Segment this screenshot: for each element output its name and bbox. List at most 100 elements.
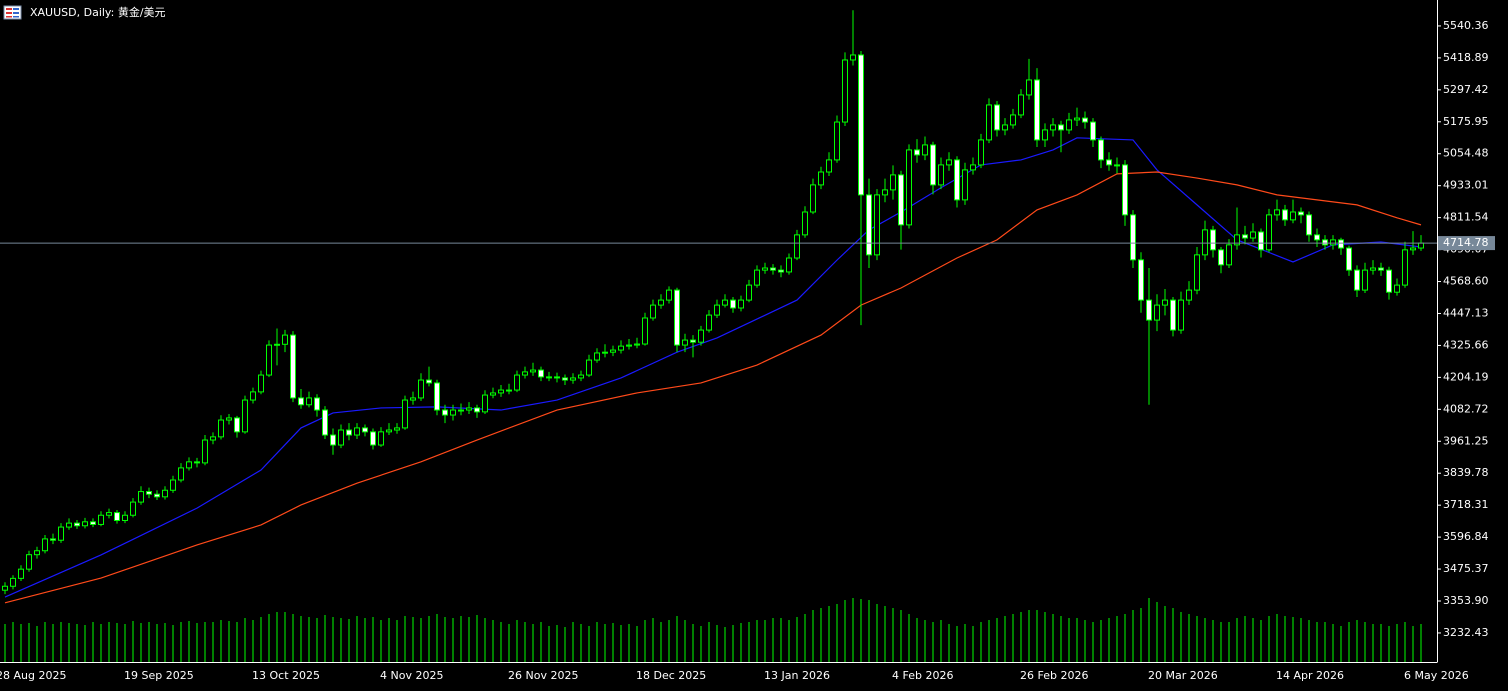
- candle-body: [802, 211, 808, 236]
- y-tick-label: 3961.25: [1443, 434, 1489, 447]
- y-tick-label: 4811.54: [1443, 211, 1489, 224]
- candle-body: [1258, 231, 1264, 251]
- candle-body: [994, 104, 1000, 131]
- candle-body: [106, 512, 112, 516]
- candle-body: [714, 304, 720, 316]
- candle-body: [370, 431, 376, 446]
- candle-body: [114, 512, 120, 521]
- candle-body: [1082, 117, 1088, 123]
- candle-body: [1026, 79, 1032, 96]
- candle-body: [122, 514, 128, 521]
- candle-body: [2, 585, 8, 591]
- candle-body: [538, 369, 544, 378]
- candle-body: [762, 267, 768, 271]
- candle-body: [1266, 214, 1272, 251]
- candle-body: [1146, 299, 1152, 321]
- y-tick-label: 4204.19: [1443, 370, 1489, 383]
- candle-body: [834, 121, 840, 161]
- candle-body: [1058, 124, 1064, 131]
- candle-body: [258, 374, 264, 393]
- candle-body: [858, 54, 864, 196]
- candle-body: [1234, 234, 1240, 246]
- candle-body: [298, 397, 304, 406]
- candle-body: [746, 284, 752, 301]
- candle-body: [458, 409, 464, 412]
- candle-body: [210, 436, 216, 441]
- candle-body: [378, 431, 384, 446]
- candle-body: [18, 568, 24, 579]
- candle-body: [626, 344, 632, 347]
- candle-body: [738, 299, 744, 309]
- candle-body: [794, 234, 800, 259]
- candle-body: [362, 427, 368, 433]
- candle-body: [514, 374, 520, 391]
- y-tick-label: 3718.31: [1443, 498, 1489, 511]
- candle-body: [202, 439, 208, 464]
- candle-body: [1394, 284, 1400, 293]
- candle-body: [186, 461, 192, 469]
- symbol-icon: [3, 5, 22, 20]
- candle-body: [938, 164, 944, 186]
- candle-body: [1162, 299, 1168, 306]
- candle-body: [698, 329, 704, 343]
- candle-body: [1154, 304, 1160, 321]
- candle-body: [1122, 164, 1128, 216]
- candle-body: [386, 429, 392, 433]
- y-tick-label: 3232.43: [1443, 626, 1489, 639]
- current-price-label: 4714.78: [1443, 236, 1489, 249]
- candle-body: [1090, 121, 1096, 141]
- candle-body: [954, 159, 960, 201]
- x-tick-label: 4 Feb 2026: [892, 669, 953, 682]
- x-tick-label: 14 Apr 2026: [1276, 669, 1344, 682]
- candle-body: [322, 409, 328, 436]
- candle-body: [786, 257, 792, 273]
- y-tick-label: 5054.48: [1443, 147, 1489, 160]
- candle-body: [354, 427, 360, 436]
- candle-body: [50, 538, 56, 541]
- y-tick-label: 3596.84: [1443, 530, 1489, 543]
- candle-body: [578, 374, 584, 379]
- candle-body: [290, 334, 296, 399]
- candle-body: [330, 434, 336, 446]
- candle-body: [1098, 139, 1104, 161]
- candle-body: [346, 429, 352, 436]
- candle-body: [242, 399, 248, 433]
- candle-body: [642, 317, 648, 345]
- candle-body: [1210, 229, 1216, 251]
- x-tick-label: 18 Dec 2025: [636, 669, 706, 682]
- candle-body: [314, 397, 320, 411]
- candle-body: [154, 493, 160, 498]
- candle-body: [898, 174, 904, 226]
- candles: [2, 10, 1424, 595]
- y-tick-label: 3475.37: [1443, 562, 1489, 575]
- x-tick-label: 13 Jan 2026: [764, 669, 830, 682]
- candle-body: [530, 369, 536, 373]
- candle-body: [74, 522, 80, 527]
- candle-body: [874, 194, 880, 256]
- candle-body: [1314, 234, 1320, 241]
- candle-body: [34, 550, 40, 556]
- candle-body: [930, 144, 936, 186]
- candle-body: [442, 409, 448, 416]
- candle-body: [1402, 249, 1408, 286]
- candle-body: [1242, 234, 1248, 239]
- candle-body: [1218, 249, 1224, 266]
- candle-body: [906, 149, 912, 226]
- candle-body: [1106, 159, 1112, 166]
- candle-body: [282, 334, 288, 345]
- candle-body: [1178, 299, 1184, 331]
- candle-body: [650, 304, 656, 319]
- candle-body: [850, 54, 856, 61]
- y-tick-label: 4933.01: [1443, 179, 1489, 192]
- candle-body: [130, 501, 136, 516]
- x-tick-label: 6 May 2026: [1404, 669, 1469, 682]
- candle-body: [146, 491, 152, 495]
- candle-body: [890, 174, 896, 191]
- candle-body: [266, 344, 272, 376]
- candle-body: [562, 377, 568, 381]
- candle-body: [1378, 267, 1384, 271]
- y-tick-label: 3839.78: [1443, 466, 1489, 479]
- candle-body: [674, 289, 680, 346]
- candle-body: [722, 299, 728, 306]
